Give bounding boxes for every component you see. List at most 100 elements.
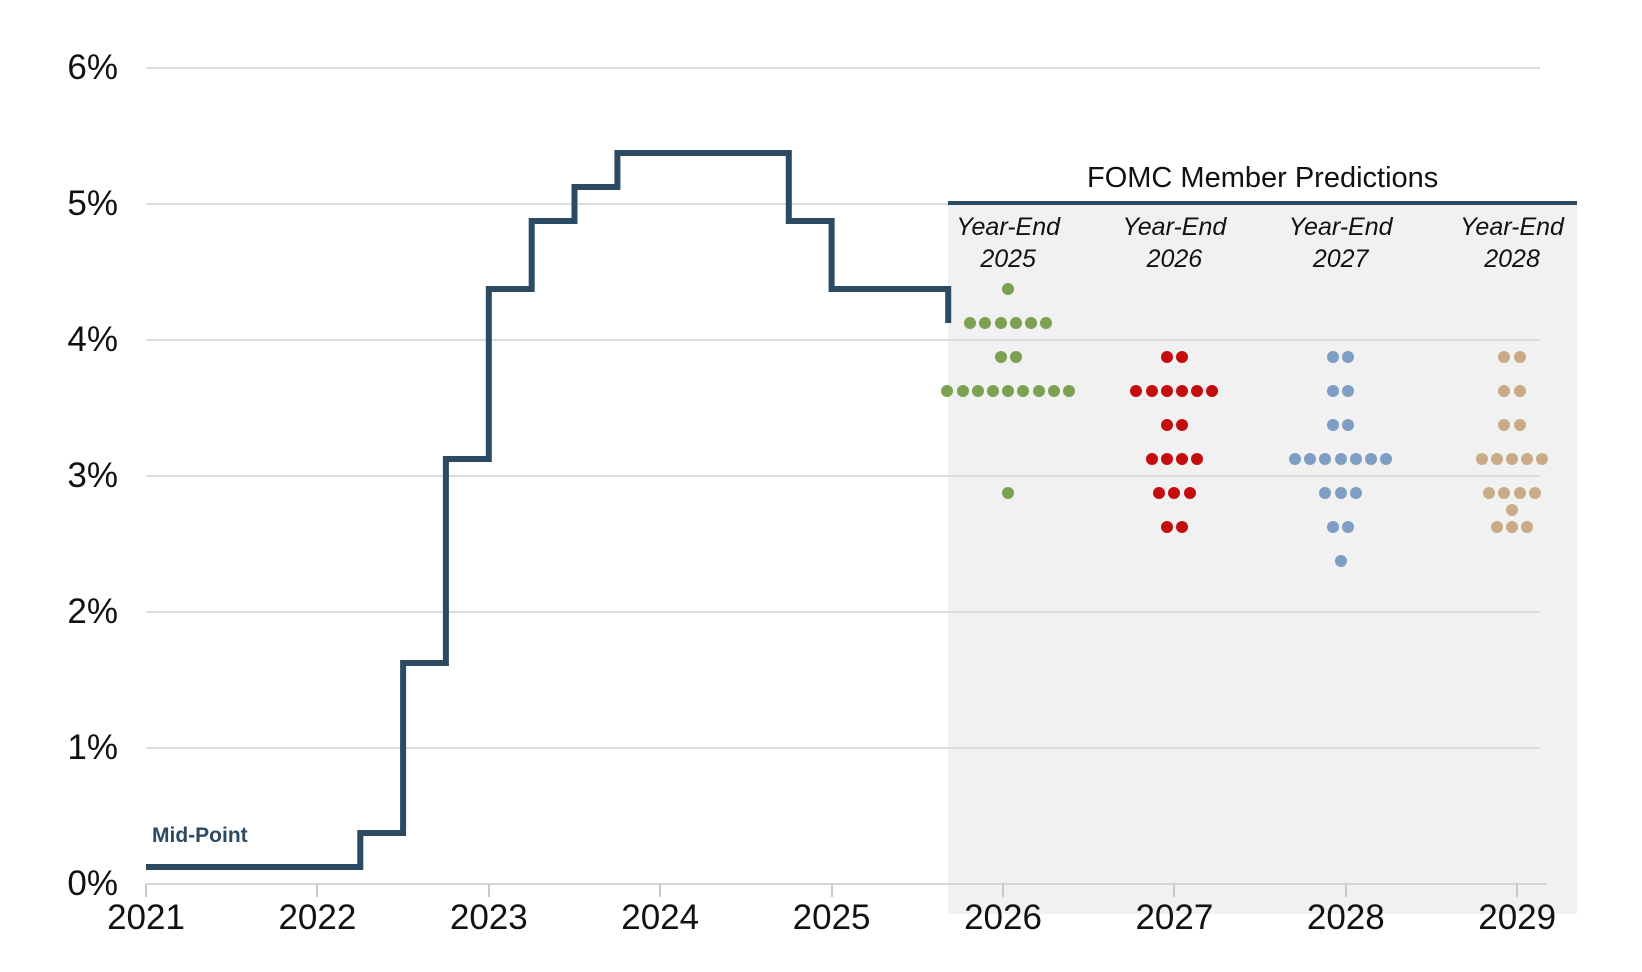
prediction-dot (1483, 487, 1496, 499)
column-header-line2: 2028 (1484, 245, 1540, 273)
prediction-dot (1342, 351, 1355, 363)
x-axis-label: 2026 (964, 898, 1042, 937)
prediction-dot (971, 385, 984, 397)
prediction-dot (1536, 453, 1549, 465)
prediction-dot (1334, 453, 1347, 465)
dot-column-header: Year-End 2025 (898, 211, 1118, 275)
x-axis-label: 2023 (449, 898, 528, 937)
dot-column-header: Year-End 2028 (1402, 211, 1622, 275)
prediction-dot (1206, 385, 1219, 397)
forecast-shaded-region (948, 205, 1578, 914)
prediction-dot (1327, 351, 1340, 363)
prediction-dot (1017, 385, 1030, 397)
prediction-dot (1528, 487, 1541, 499)
prediction-dot (1002, 385, 1015, 397)
y-axis-label: 3% (67, 456, 118, 495)
prediction-dot (1009, 351, 1022, 363)
prediction-dot (1062, 385, 1075, 397)
gridline (146, 203, 1540, 205)
prediction-dot (1160, 521, 1173, 533)
x-axis-tick (316, 884, 319, 897)
midpoint-line-label: Mid-Point (152, 824, 248, 847)
prediction-dot (994, 317, 1007, 329)
prediction-dot (1506, 521, 1519, 533)
prediction-dot (1160, 453, 1173, 465)
y-axis-label: 6% (67, 48, 118, 87)
prediction-dot (941, 385, 954, 397)
prediction-dot (1342, 521, 1355, 533)
x-axis-tick (487, 884, 490, 897)
gridline (146, 747, 1540, 749)
prediction-dot (1380, 453, 1393, 465)
midpoint-step-line (146, 150, 952, 870)
prediction-dot (1521, 453, 1534, 465)
prediction-dot (1327, 521, 1340, 533)
prediction-dot (1349, 487, 1362, 499)
prediction-dot (1498, 419, 1511, 431)
prediction-dot (964, 317, 977, 329)
x-axis-label: 2028 (1306, 898, 1385, 937)
dot-column-header: Year-End 2026 (1064, 211, 1284, 275)
x-axis-tick (1344, 884, 1347, 897)
fomc-header-underline (948, 201, 1578, 205)
prediction-dot (1513, 351, 1526, 363)
prediction-dot (1475, 453, 1488, 465)
prediction-dot (1342, 419, 1355, 431)
prediction-dot (1327, 385, 1340, 397)
prediction-dot (1319, 487, 1332, 499)
prediction-dot (1304, 453, 1317, 465)
prediction-dot (1160, 419, 1173, 431)
prediction-dot (1490, 453, 1503, 465)
prediction-dot (1168, 487, 1181, 499)
prediction-dot (1176, 351, 1188, 363)
gridline (146, 475, 1540, 477)
column-header-line1: Year-End (1288, 213, 1393, 241)
prediction-dot (1145, 453, 1158, 465)
prediction-dot (1130, 385, 1143, 397)
prediction-dot (1009, 317, 1022, 329)
column-header-line1: Year-End (956, 213, 1061, 241)
prediction-dot (1153, 487, 1166, 499)
prediction-dot (956, 385, 969, 397)
prediction-dot (1506, 504, 1519, 516)
prediction-dot (1040, 317, 1053, 329)
prediction-dot (1498, 351, 1511, 363)
x-axis-label: 2027 (1135, 898, 1214, 937)
column-header-line2: 2027 (1312, 245, 1369, 273)
prediction-dot (1334, 487, 1347, 499)
prediction-dot (1513, 385, 1526, 397)
prediction-dot (1176, 419, 1188, 431)
dot-column-header: Year-End 2027 (1231, 211, 1451, 275)
x-axis-label: 2029 (1478, 898, 1557, 937)
prediction-dot (1349, 453, 1362, 465)
prediction-dot (1289, 453, 1302, 465)
prediction-dot (1334, 555, 1347, 567)
x-axis-label: 2025 (792, 898, 871, 937)
column-header-line1: Year-End (1122, 213, 1227, 241)
y-axis-label: 0% (67, 864, 118, 903)
prediction-dot (1490, 521, 1503, 533)
gridline (146, 339, 1540, 341)
prediction-dot (1191, 453, 1204, 465)
prediction-dot (1160, 385, 1173, 397)
fomc-predictions-title: FOMC Member Predictions (1087, 162, 1439, 194)
prediction-dot (1521, 521, 1534, 533)
prediction-dot (1342, 385, 1355, 397)
prediction-dot (1319, 453, 1332, 465)
prediction-dot (979, 317, 992, 329)
x-axis-label: 2024 (621, 898, 700, 937)
y-axis-label: 4% (67, 320, 118, 359)
prediction-dot (1498, 487, 1511, 499)
prediction-dot (1183, 487, 1196, 499)
y-axis-label: 1% (67, 728, 118, 767)
prediction-dot (1191, 385, 1204, 397)
column-header-line2: 2026 (1146, 245, 1203, 273)
prediction-dot (1047, 385, 1060, 397)
prediction-dot (1176, 385, 1188, 397)
column-header-line2: 2025 (980, 245, 1036, 273)
x-axis-tick (1173, 884, 1176, 897)
prediction-dot (1002, 283, 1015, 295)
y-axis-label: 2% (67, 592, 118, 631)
